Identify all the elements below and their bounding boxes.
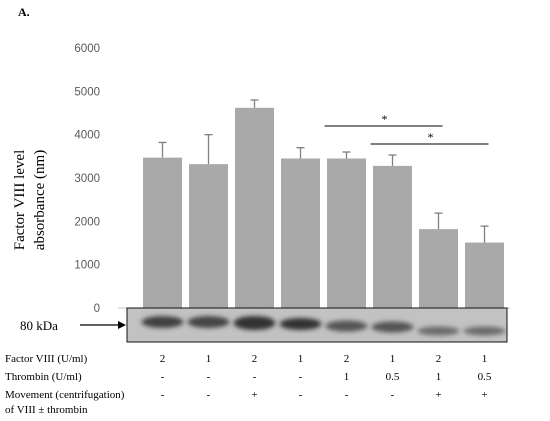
y-axis-title-line-1: Factor VIII level <box>12 150 28 251</box>
blot-bands <box>141 316 506 336</box>
blot-band <box>325 320 368 332</box>
condition-value: 1 <box>206 353 212 365</box>
y-tick-label: 2000 <box>74 216 100 228</box>
condition-value: 1 <box>298 353 304 365</box>
condition-value: 1 <box>436 371 442 383</box>
blot-frame <box>126 307 508 343</box>
condition-value: 1 <box>390 353 396 365</box>
condition-value: - <box>299 389 303 401</box>
bar <box>373 165 412 308</box>
condition-label-movement-line-2: of VIII ± thrombin <box>5 404 88 416</box>
condition-value: 0.5 <box>386 371 400 383</box>
y-tick-label: 0 <box>94 303 100 315</box>
significance-star: * <box>428 130 434 144</box>
condition-value: 1 <box>344 371 350 383</box>
error-bars <box>158 99 489 243</box>
panel-label: A. <box>18 5 30 19</box>
bar <box>189 164 228 308</box>
condition-value: - <box>345 389 349 401</box>
blot-band <box>463 326 506 336</box>
bar <box>419 229 458 308</box>
y-tick-label: 1000 <box>74 260 100 272</box>
condition-value: - <box>299 371 303 383</box>
condition-value: + <box>251 389 257 401</box>
y-axis-ticks: 0 1000 2000 3000 4000 5000 6000 <box>74 43 100 315</box>
condition-value: - <box>253 371 257 383</box>
significance-star: * <box>382 112 388 126</box>
western-blot <box>126 307 508 343</box>
condition-value: + <box>435 389 441 401</box>
condition-value: - <box>391 389 395 401</box>
blot-band <box>417 326 460 336</box>
bar <box>235 107 274 308</box>
bar <box>327 158 366 308</box>
blot-band <box>279 318 322 330</box>
condition-value: + <box>481 389 487 401</box>
blot-marker-arrow <box>80 321 126 329</box>
condition-value: 2 <box>160 353 166 365</box>
condition-value: - <box>207 389 211 401</box>
y-axis-title-line-2: absorbance (nm) <box>32 150 48 250</box>
blot-band <box>233 316 276 330</box>
y-tick-label: 6000 <box>74 43 100 55</box>
blot-marker-label: 80 kDa <box>20 318 58 333</box>
condition-value: 2 <box>344 353 350 365</box>
blot-band <box>141 316 184 328</box>
condition-value: 0.5 <box>478 371 492 383</box>
y-axis-title: Factor VIII level absorbance (nm) <box>12 150 48 251</box>
condition-value: - <box>207 371 211 383</box>
bar <box>281 158 320 308</box>
bar <box>465 242 504 308</box>
condition-value: - <box>161 389 165 401</box>
blot-band <box>187 316 230 328</box>
condition-label-factor-viii: Factor VIII (U/ml) <box>5 353 88 365</box>
condition-value: - <box>161 371 165 383</box>
condition-label-thrombin: Thrombin (U/ml) <box>5 371 82 383</box>
condition-label-movement-line-1: Movement (centrifugation) <box>5 389 125 401</box>
condition-value: 2 <box>252 353 258 365</box>
condition-value: 2 <box>436 353 442 365</box>
y-tick-label: 4000 <box>74 130 100 142</box>
y-tick-label: 3000 <box>74 173 100 185</box>
y-tick-label: 5000 <box>74 86 100 98</box>
condition-value: 1 <box>482 353 488 365</box>
bar <box>143 157 182 308</box>
condition-table: Factor VIII (U/ml) Thrombin (U/ml) Movem… <box>5 353 492 416</box>
blot-band <box>371 321 414 333</box>
bars <box>143 107 504 308</box>
significance-markers: ** <box>324 112 489 145</box>
